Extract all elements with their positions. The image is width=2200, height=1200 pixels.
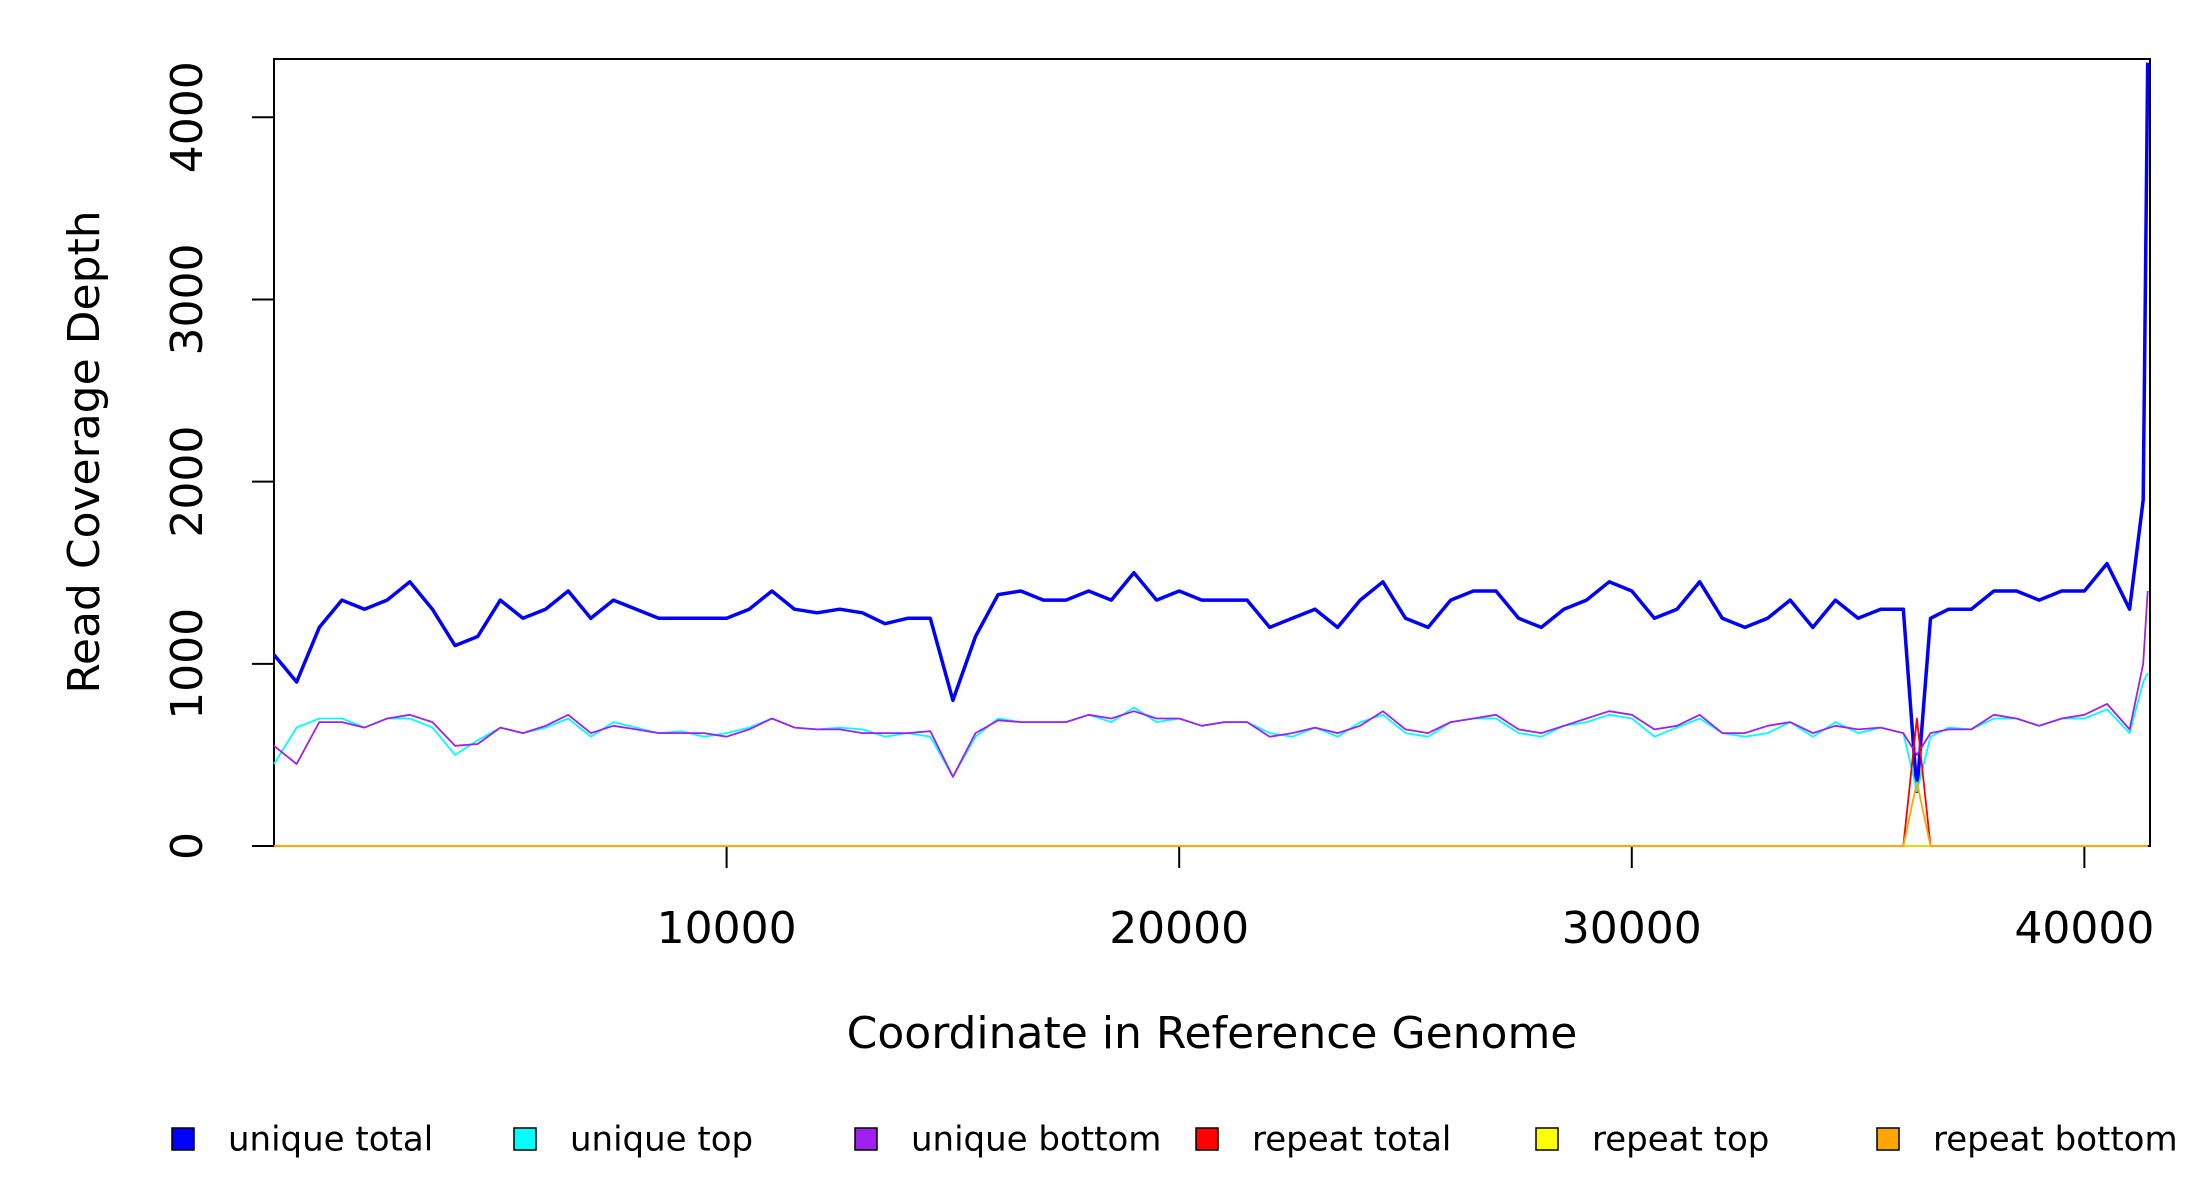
legend-swatch: [171, 1127, 195, 1151]
x-tick-label: 20000: [1109, 903, 1249, 954]
series-line: [274, 717, 2148, 847]
x-tick-label: 10000: [657, 903, 797, 954]
legend-swatch: [854, 1127, 878, 1151]
y-tick-label: 3000: [162, 243, 213, 355]
legend-label: repeat total: [1252, 1120, 1451, 1160]
series-line: [273, 672, 2149, 793]
legend-swatch: [1535, 1127, 1559, 1151]
legend-label: repeat top: [1592, 1120, 1769, 1160]
series-line: [272, 62, 2150, 794]
y-axis-title: Read Coverage Depth: [59, 210, 110, 693]
legend-swatch: [1876, 1127, 1900, 1151]
legend-label: unique top: [570, 1120, 753, 1160]
x-tick-label: 30000: [1562, 903, 1702, 954]
y-tick-label: 2000: [162, 426, 213, 538]
legend-swatch: [1195, 1127, 1219, 1151]
series-line: [273, 590, 2149, 778]
y-tick-label: 0: [162, 832, 213, 860]
x-axis-title: Coordinate in Reference Genome: [847, 1008, 1578, 1059]
series-line: [274, 781, 2148, 847]
legend-label: unique total: [228, 1120, 433, 1160]
x-tick-label: 40000: [2014, 903, 2154, 954]
legend-label: repeat bottom: [1933, 1120, 2178, 1160]
legend-swatch: [513, 1127, 537, 1151]
legend-label: unique bottom: [911, 1120, 1161, 1160]
y-tick-label: 4000: [162, 61, 213, 173]
y-tick-label: 1000: [162, 608, 213, 720]
